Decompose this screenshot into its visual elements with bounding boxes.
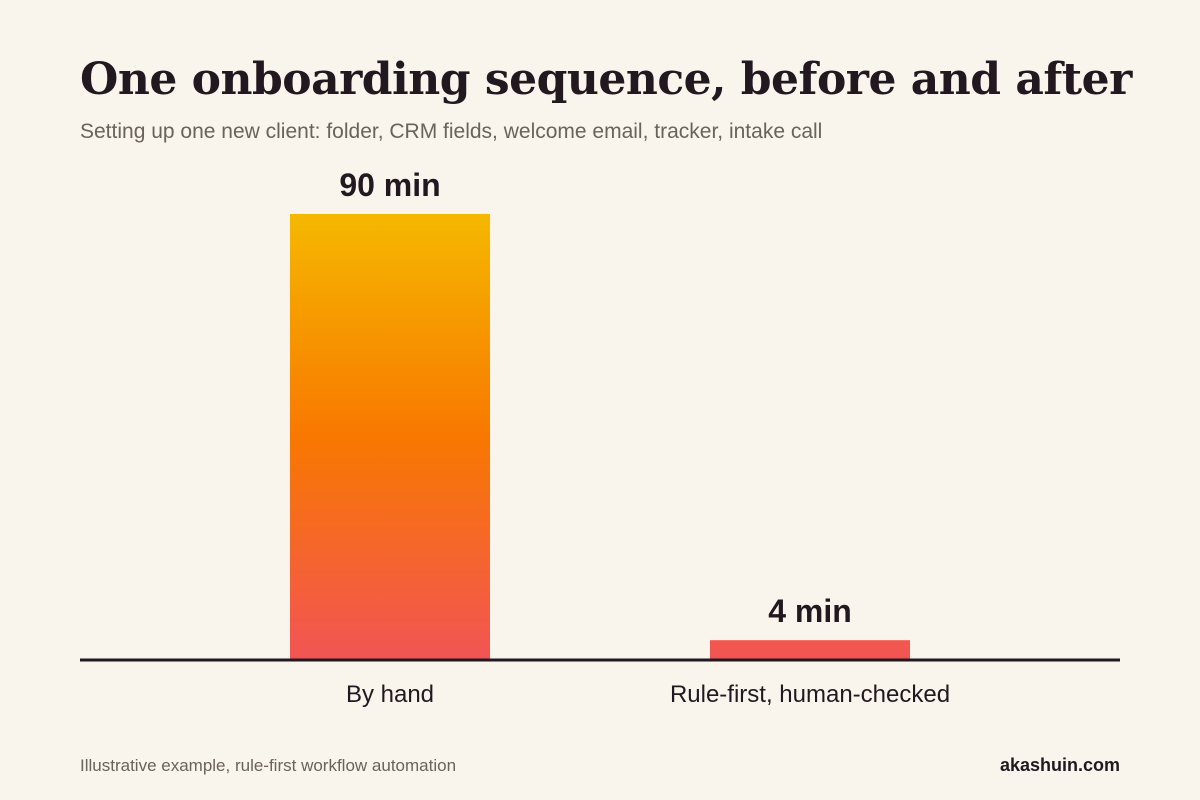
- value-label-1: 4 min: [768, 593, 852, 629]
- value-label-0: 90 min: [339, 167, 440, 203]
- chart-title: One onboarding sequence, before and afte…: [80, 54, 1132, 105]
- site-credit: akashuin.com: [999, 755, 1120, 775]
- category-label-0: By hand: [346, 681, 434, 708]
- bars-group: [290, 214, 910, 660]
- bar-1: [710, 640, 910, 660]
- bar-0: [290, 214, 490, 660]
- chart-subtitle: Setting up one new client: folder, CRM f…: [80, 120, 823, 143]
- labels-group: 90 min By hand 4 min Rule-first, human-chec…: [339, 167, 950, 708]
- footnote: Illustrative example, rule-first workflo…: [80, 756, 457, 775]
- category-label-1: Rule-first, human-checked: [670, 681, 950, 708]
